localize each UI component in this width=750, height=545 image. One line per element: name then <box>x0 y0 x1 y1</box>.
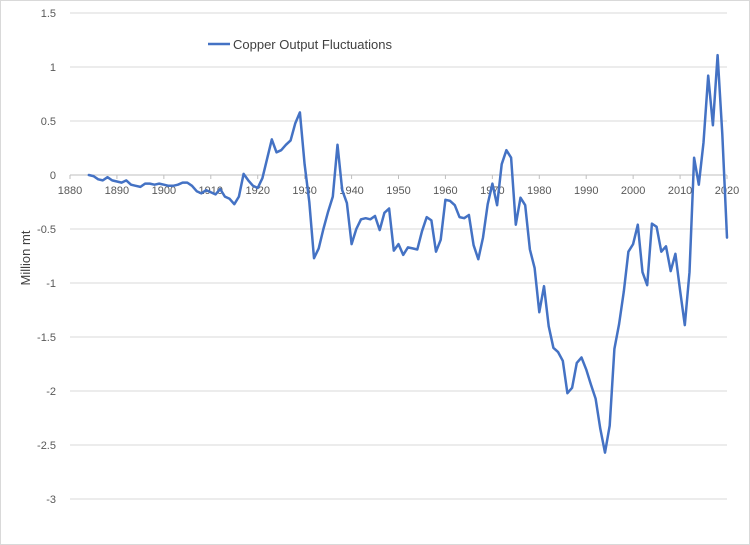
x-tick-label: 2000 <box>621 185 645 197</box>
x-tick-label: 1900 <box>152 185 176 197</box>
x-tick-label: 1990 <box>574 185 598 197</box>
gridlines <box>70 12 727 500</box>
y-axis: 1.5 1 0.5 0 -0.5 -1 -1.5 -2 -2.5 -3 <box>37 8 56 506</box>
series-layer <box>87 53 729 454</box>
x-axis: 1880 1890 1900 1910 1920 1930 1940 1950 1960 1970… <box>58 175 739 197</box>
y-tick-label: -0.5 <box>37 224 56 236</box>
x-tick-label: 1960 <box>433 185 457 197</box>
series-line-0 <box>87 53 729 454</box>
y-tick-label: -2 <box>46 386 56 398</box>
y-tick-label: 1 <box>50 62 56 74</box>
x-tick-label: 1920 <box>245 185 269 197</box>
legend: Copper Output Fluctuations <box>208 37 392 52</box>
y-tick-label: -3 <box>46 494 56 506</box>
y-tick-label: -1.5 <box>37 332 56 344</box>
y-tick-label: -2.5 <box>37 440 56 452</box>
legend-label: Copper Output Fluctuations <box>233 37 392 52</box>
x-tick-label: 1890 <box>105 185 129 197</box>
x-tick-label: 1950 <box>386 185 410 197</box>
x-tick-label: 1930 <box>292 185 316 197</box>
x-tick-label: 2020 <box>715 185 739 197</box>
y-tick-label: -1 <box>46 278 56 290</box>
y-tick-label: 0 <box>50 170 56 182</box>
y-tick-label: 1.5 <box>41 8 56 20</box>
x-tick-label: 2010 <box>668 185 692 197</box>
x-tick-label: 1940 <box>339 185 363 197</box>
x-tick-label: 1880 <box>58 185 82 197</box>
y-tick-label: 0.5 <box>41 116 56 128</box>
y-axis-title: Million mt <box>18 230 33 285</box>
x-tick-label: 1980 <box>527 185 551 197</box>
